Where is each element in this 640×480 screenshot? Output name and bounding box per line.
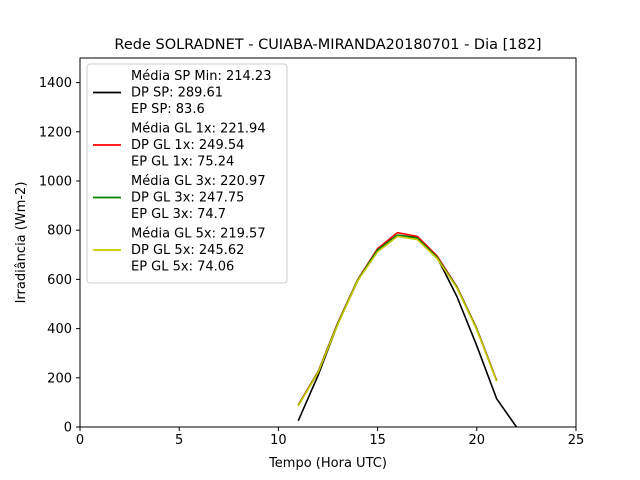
y-tick-label: 800 xyxy=(47,224,72,239)
legend-entry-text: EP GL 5x: 74.06 xyxy=(131,260,234,275)
x-tick-label: 20 xyxy=(469,433,486,448)
y-tick-label: 1400 xyxy=(39,76,72,91)
legend-entry-text: DP SP: 289.61 xyxy=(131,86,223,101)
series-line-gl-5x xyxy=(297,235,498,407)
legend-entry-text: DP GL 1x: 249.54 xyxy=(131,138,244,153)
legend-entry-text: DP GL 3x: 247.75 xyxy=(131,191,244,206)
x-tick-label: 25 xyxy=(568,433,585,448)
legend-entry-text: Média SP Min: 214.23 xyxy=(131,69,271,84)
x-tick-label: 5 xyxy=(175,433,183,448)
x-tick-label: 10 xyxy=(270,433,287,448)
y-tick-label: 400 xyxy=(47,322,72,337)
x-axis: 0 5 10 15 20 25 xyxy=(76,427,584,448)
legend-entry-text: DP GL 5x: 245.62 xyxy=(131,243,244,258)
y-axis-label: Irradiância (Wm-2) xyxy=(14,182,29,304)
legend-entry-text: EP GL 3x: 74.7 xyxy=(131,207,226,222)
legend-entry-text: EP SP: 83.6 xyxy=(131,102,205,117)
chart-title: Rede SOLRADNET - CUIABA-MIRANDA20180701 … xyxy=(114,37,541,53)
y-tick-label: 200 xyxy=(47,371,72,386)
series-layer xyxy=(297,231,518,428)
y-tick-label: 600 xyxy=(47,273,72,288)
legend-entry-text: Média GL 3x: 220.97 xyxy=(131,174,266,189)
x-tick-label: 0 xyxy=(76,433,84,448)
legend-entry-text: Média GL 5x: 219.57 xyxy=(131,227,266,242)
y-tick-label: 0 xyxy=(64,421,72,436)
legend-entry-text: EP GL 1x: 75.24 xyxy=(131,155,234,170)
x-tick-label: 15 xyxy=(369,433,386,448)
y-tick-label: 1200 xyxy=(39,125,72,140)
plot-area: 0 5 10 15 20 25 0 200 400 600 800 1000 1200 1400 xyxy=(39,57,584,448)
plot-frame xyxy=(79,57,577,428)
y-axis: 0 200 400 600 800 1000 1200 1400 xyxy=(39,76,80,436)
legend-entry-text: Média GL 1x: 221.94 xyxy=(131,122,266,137)
y-tick-label: 1000 xyxy=(39,175,72,190)
legend-box xyxy=(86,63,288,284)
x-axis-label: Tempo (Hora UTC) xyxy=(268,456,387,471)
